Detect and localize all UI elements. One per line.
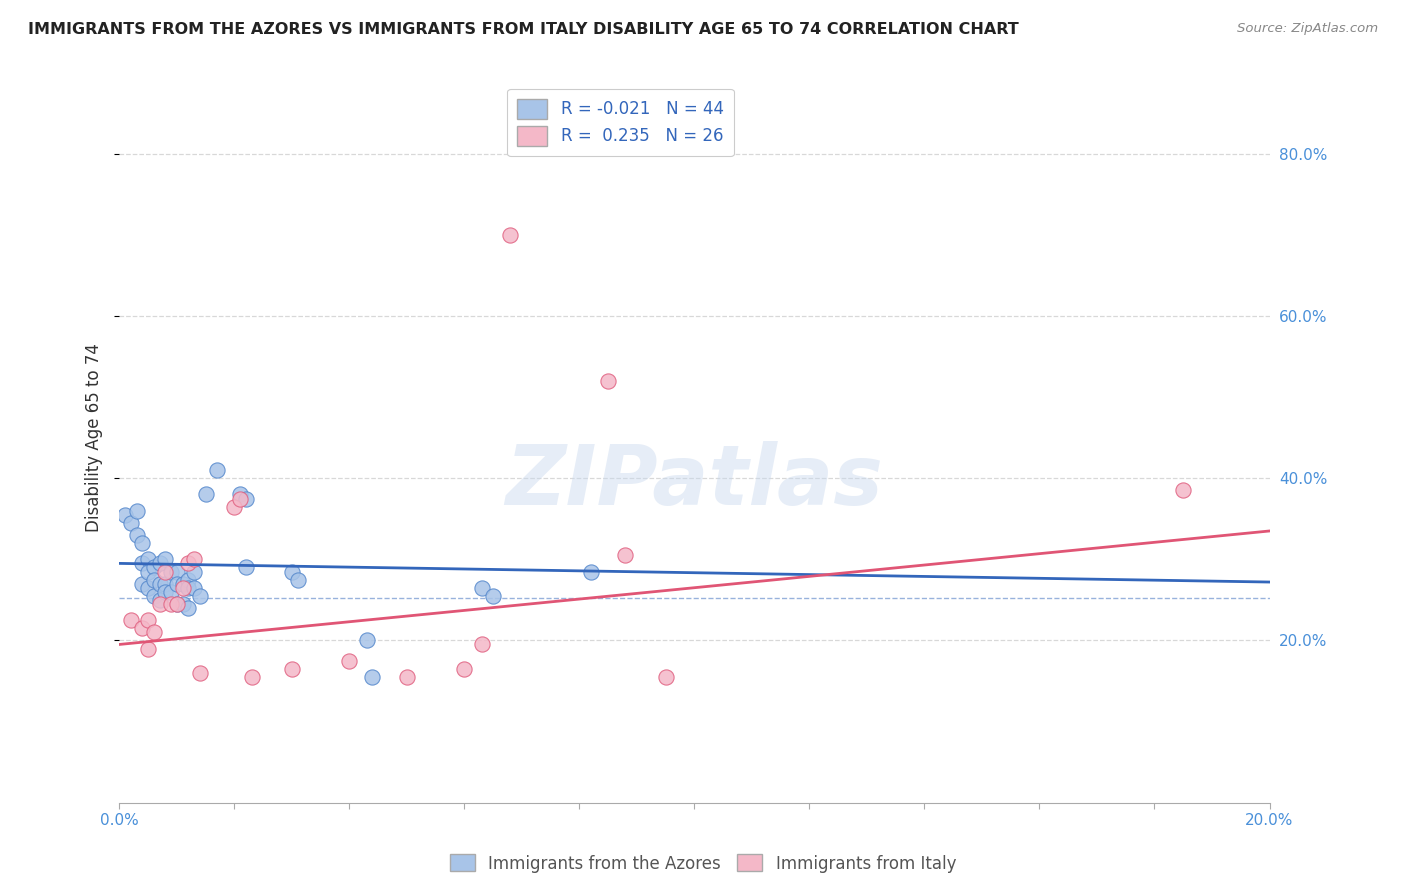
Point	[131, 621, 153, 635]
Point	[598, 374, 620, 388]
Point	[148, 593, 170, 607]
Y-axis label: Disability Age 65 to 74: Disability Age 65 to 74	[86, 343, 103, 533]
Point	[166, 576, 188, 591]
Point	[183, 565, 205, 579]
Point	[287, 573, 309, 587]
Point	[235, 491, 257, 506]
Point	[499, 228, 522, 243]
Point	[654, 670, 676, 684]
Point	[482, 589, 505, 603]
Point	[136, 613, 159, 627]
Point	[235, 560, 257, 574]
Point	[166, 597, 188, 611]
Point	[142, 589, 165, 603]
Point	[148, 576, 170, 591]
Point	[160, 597, 183, 611]
Point	[188, 665, 211, 680]
Point	[356, 633, 378, 648]
Point	[188, 589, 211, 603]
Point	[172, 581, 194, 595]
Point	[131, 536, 153, 550]
Point	[172, 597, 194, 611]
Point	[361, 670, 384, 684]
Point	[579, 565, 602, 579]
Point	[337, 654, 360, 668]
Point	[166, 597, 188, 611]
Point	[471, 637, 494, 651]
Point	[183, 581, 205, 595]
Point	[136, 565, 159, 579]
Point	[240, 670, 263, 684]
Point	[131, 576, 153, 591]
Point	[155, 552, 177, 566]
Point	[194, 487, 217, 501]
Point	[177, 557, 200, 571]
Point	[148, 597, 170, 611]
Point	[177, 573, 200, 587]
Point	[155, 584, 177, 599]
Point	[142, 625, 165, 640]
Point	[229, 491, 252, 506]
Point	[1173, 483, 1195, 498]
Point	[172, 576, 194, 591]
Point	[160, 565, 183, 579]
Point	[136, 641, 159, 656]
Text: IMMIGRANTS FROM THE AZORES VS IMMIGRANTS FROM ITALY DISABILITY AGE 65 TO 74 CORR: IMMIGRANTS FROM THE AZORES VS IMMIGRANTS…	[28, 22, 1019, 37]
Legend: Immigrants from the Azores, Immigrants from Italy: Immigrants from the Azores, Immigrants f…	[443, 847, 963, 880]
Point	[614, 549, 637, 563]
Point	[160, 584, 183, 599]
Point	[281, 662, 304, 676]
Point	[224, 500, 246, 514]
Point	[125, 528, 148, 542]
Point	[281, 565, 304, 579]
Point	[142, 573, 165, 587]
Point	[125, 504, 148, 518]
Point	[136, 581, 159, 595]
Point	[155, 565, 177, 579]
Point	[148, 557, 170, 571]
Point	[114, 508, 136, 522]
Point	[205, 463, 228, 477]
Text: ZIPatlas: ZIPatlas	[505, 441, 883, 522]
Point	[471, 581, 494, 595]
Point	[177, 601, 200, 615]
Point	[395, 670, 418, 684]
Point	[166, 565, 188, 579]
Legend: R = -0.021   N = 44, R =  0.235   N = 26: R = -0.021 N = 44, R = 0.235 N = 26	[508, 88, 734, 156]
Point	[120, 516, 142, 530]
Point	[120, 613, 142, 627]
Point	[131, 557, 153, 571]
Point	[229, 487, 252, 501]
Point	[453, 662, 475, 676]
Point	[177, 581, 200, 595]
Point	[136, 552, 159, 566]
Text: Source: ZipAtlas.com: Source: ZipAtlas.com	[1237, 22, 1378, 36]
Point	[183, 552, 205, 566]
Point	[155, 576, 177, 591]
Point	[142, 560, 165, 574]
